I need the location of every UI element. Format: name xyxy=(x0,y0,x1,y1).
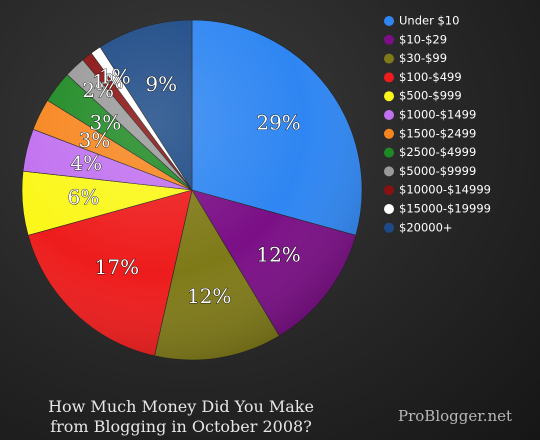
slice-value-label-4: 17% xyxy=(95,255,139,279)
slice-value-label-2: 12% xyxy=(256,242,300,266)
legend-label-11: $15000-$19999 xyxy=(399,202,491,216)
legend-label-3: $30-$99 xyxy=(399,51,447,65)
legend-label-1: Under $10 xyxy=(399,14,459,28)
legend-swatch-4 xyxy=(384,72,394,83)
slice-labels: 29%12%12%17%6%4%3%3%2%1%1% 9% xyxy=(67,64,301,308)
legend-label-5: $500-$999 xyxy=(399,89,462,103)
slice-value-label-10: 1% xyxy=(92,70,124,94)
legend-swatch-12 xyxy=(384,222,394,233)
slice-value-label-11: 1% xyxy=(99,65,131,89)
chart-title-line-2: from Blogging in October 2008? xyxy=(50,417,312,436)
slice-value-label-9: 2% xyxy=(82,78,114,102)
slice-value-label-3: 12% xyxy=(187,284,231,308)
legend-swatch-5 xyxy=(384,91,394,102)
slice-value-label-5: 6% xyxy=(68,185,100,209)
legend-swatch-6 xyxy=(384,110,394,120)
legend-label-10: $10000-$14999 xyxy=(399,183,491,197)
legend-swatch-3 xyxy=(384,53,394,64)
legend-swatch-11 xyxy=(384,204,394,214)
slice-value-label-12: 9% xyxy=(145,72,177,96)
slice-value-label-6: 4% xyxy=(70,151,102,175)
legend: Under $10 $10-$29 $30-$99 $100-$499 $500-$99… xyxy=(384,14,491,234)
legend-swatch-1 xyxy=(384,16,394,26)
legend-swatch-7 xyxy=(384,128,394,139)
legend-label-9: $5000-$9999 xyxy=(399,164,476,178)
legend-swatch-9 xyxy=(384,166,394,177)
legend-swatch-2 xyxy=(384,34,394,45)
legend-label-2: $10-$29 xyxy=(399,32,447,46)
legend-label-8: $2500-$4999 xyxy=(399,145,476,159)
chart-title-line-1: How Much Money Did You Make xyxy=(48,397,314,416)
slice-value-label-1: 29% xyxy=(256,111,300,135)
legend-label-6: $1000-$1499 xyxy=(399,108,476,122)
legend-label-4: $100-$499 xyxy=(399,70,462,84)
slice-value-label-7: 3% xyxy=(79,128,111,152)
legend-label-12: $20000+ xyxy=(399,220,453,234)
slice-value-label-8: 3% xyxy=(90,111,122,135)
legend-swatch-10 xyxy=(384,185,394,196)
watermark-text: ProBlogger.net xyxy=(398,407,512,425)
legend-label-7: $1500-$2499 xyxy=(399,126,476,140)
legend-swatch-8 xyxy=(384,147,394,158)
